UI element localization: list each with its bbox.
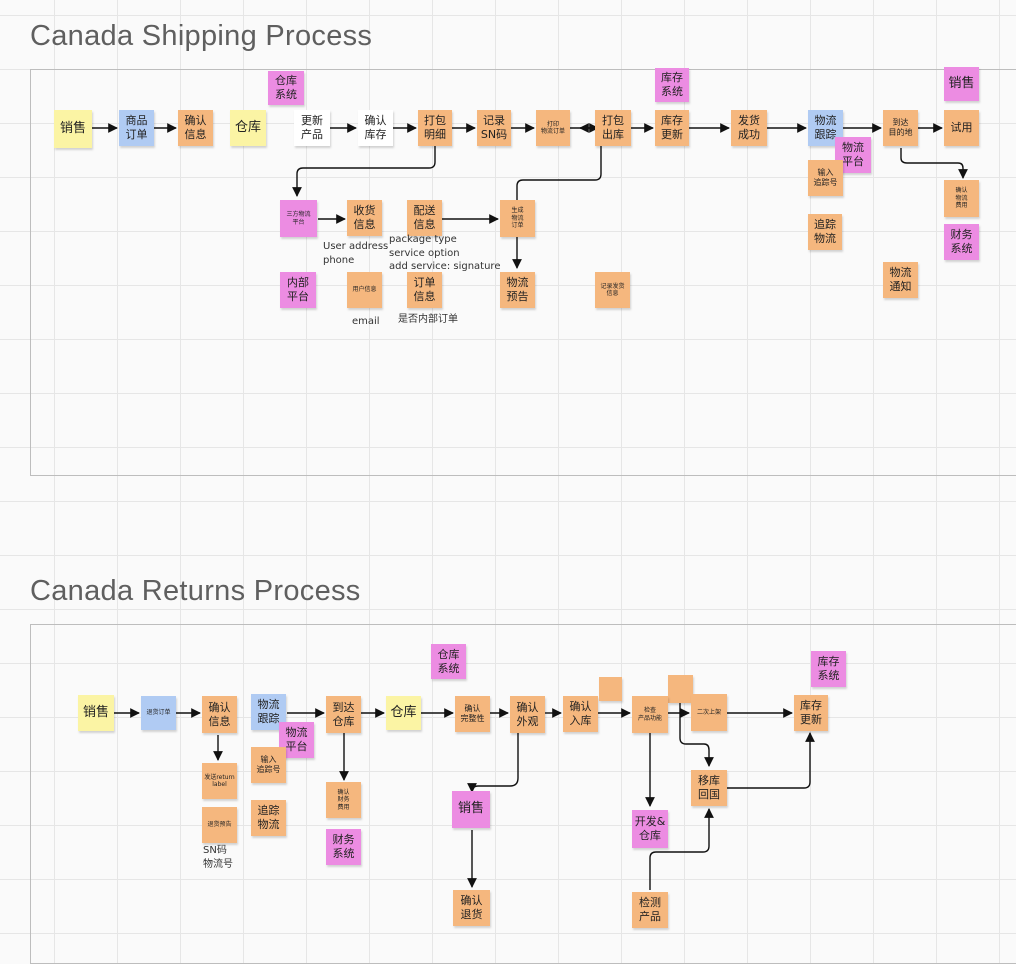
pack-detail-note: 打包 明细 <box>418 110 452 146</box>
print-order-note: 打印 物流订单 <box>536 110 570 146</box>
return-confirm-info-note: 确认 信息 <box>202 696 237 733</box>
reshelve-note: 二次上架 <box>691 694 727 731</box>
confirm-instock-note: 确认 入库 <box>563 696 598 732</box>
logistics-forecast-note: 物流 预告 <box>500 272 535 308</box>
confirm-appearance-note: 确认 外观 <box>510 696 545 733</box>
order-info-note: 订单 信息 <box>407 272 442 308</box>
return-sales-mid-note: 销售 <box>452 791 490 828</box>
sn-label: SN码 物流号 <box>203 845 233 870</box>
test-product-note: 检测 产品 <box>632 892 668 928</box>
inventory-update-note: 库存 更新 <box>655 110 689 146</box>
return-finance-note: 财务 系统 <box>326 829 361 865</box>
confirm-return-note: 确认 退货 <box>453 890 490 926</box>
inventory-system-note: 库存 系统 <box>655 68 689 102</box>
arrive-warehouse-note: 到达 仓库 <box>326 696 361 733</box>
delivery-info-note: 配送 信息 <box>407 200 442 236</box>
shipping-title: Canada Shipping Process <box>30 20 373 52</box>
trial-note: 试用 <box>944 110 979 146</box>
user-address-label: User address phone <box>323 241 389 266</box>
check-function-note: 检查 产品功能 <box>632 696 668 733</box>
confirm-stock-note: 确认 库存 <box>358 110 393 146</box>
receiver-info-note: 收货 信息 <box>347 200 382 236</box>
ship-success-note: 发货 成功 <box>731 110 767 146</box>
shipping-frame <box>30 69 1016 476</box>
returns-frame <box>30 624 1016 964</box>
finance-note: 财务 系统 <box>944 224 979 260</box>
return-order-note: 退货订单 <box>141 696 176 730</box>
return-wms-note: 仓库 系统 <box>431 644 466 679</box>
internal-order-label: 是否内部订单 <box>398 314 458 325</box>
return-confirm-fee-note: 确认 财务 费用 <box>326 782 361 818</box>
sales-note: 销售 <box>54 110 92 148</box>
dev-warehouse-note: 开发& 仓库 <box>632 810 668 848</box>
sales-top-note: 销售 <box>944 67 979 101</box>
package-options-label: package type service option add service:… <box>389 234 501 272</box>
move-home-note: 移库 回国 <box>691 770 727 806</box>
user-info-note: 用户信息 <box>347 272 382 308</box>
return-sales-note: 销售 <box>78 695 114 731</box>
track-logistics-note: 追踪 物流 <box>808 214 842 250</box>
email-label: email <box>352 316 380 327</box>
blank-orange-note <box>599 677 622 701</box>
confirm-info-note: 确认 信息 <box>178 110 213 146</box>
arrive-destination-note: 到达 目的地 <box>883 110 918 146</box>
logistics-platform-note: 物流 平台 <box>835 137 871 173</box>
confirm-complete-note: 确认 完整性 <box>455 696 490 732</box>
input-tracking-note: 输入 追踪号 <box>808 160 843 196</box>
pack-out-note: 打包 出库 <box>595 110 631 146</box>
return-warehouse-note: 仓库 <box>386 696 421 730</box>
returns-title: Canada Returns Process <box>30 575 361 607</box>
logistics-track-note: 物流 跟踪 <box>808 110 843 146</box>
update-product-note: 更新 产品 <box>294 110 330 146</box>
return-inventory-system-note: 库存 系统 <box>811 651 846 687</box>
record-ship-info-note: 记录发货 信息 <box>595 272 630 308</box>
confirm-fee-note: 确认 物流 费用 <box>944 180 979 217</box>
record-sn-note: 记录 SN码 <box>477 110 511 146</box>
warehouse-note: 仓库 <box>230 110 266 146</box>
blank-orange-note <box>668 675 693 703</box>
third-party-platform-note: 三方物流 平台 <box>280 200 317 237</box>
return-forecast-note: 退货预告 <box>202 807 237 843</box>
return-inventory-update-note: 库存 更新 <box>794 695 828 731</box>
send-label-note: 发送return label <box>202 763 237 799</box>
return-input-tracking-note: 输入 追踪号 <box>251 747 286 783</box>
wms-note: 仓库 系统 <box>268 71 304 105</box>
generate-order-note: 生成 物流 订单 <box>500 200 535 237</box>
return-track-logistics-note: 追踪 物流 <box>251 800 286 836</box>
sales-order-note: 商品 订单 <box>119 110 154 146</box>
logistics-notice-note: 物流 通知 <box>883 262 918 298</box>
internal-platform-note: 内部 平台 <box>280 272 316 308</box>
